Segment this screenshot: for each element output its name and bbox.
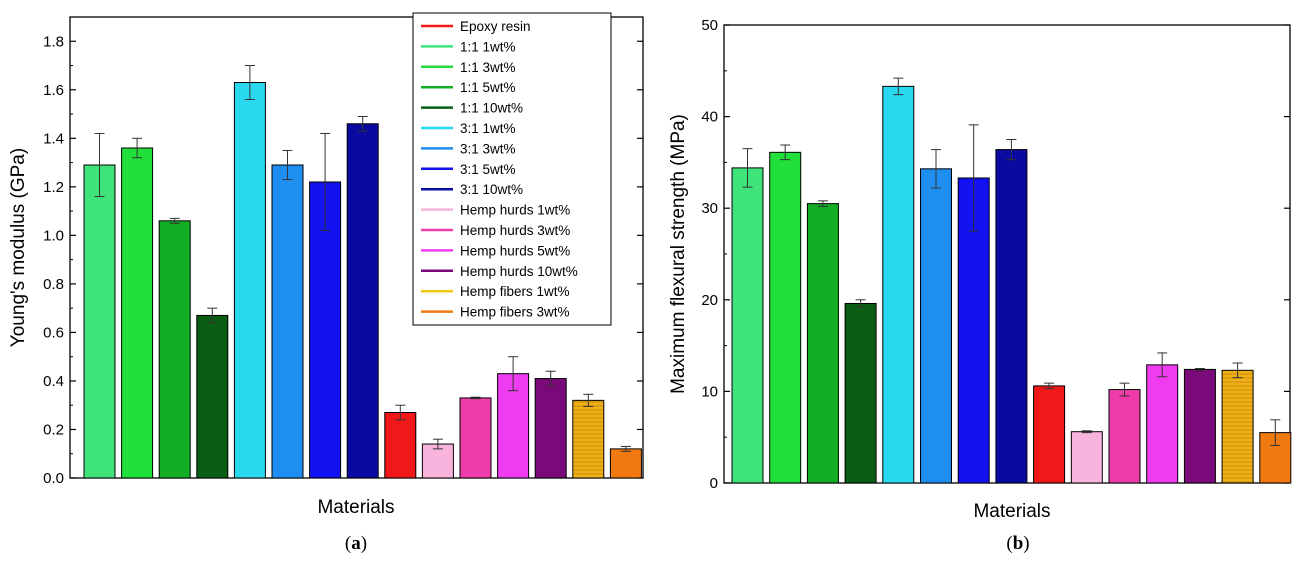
y-tick-label: 0.2 [43, 421, 64, 438]
legend-label: Hemp hurds 5wt% [460, 243, 570, 258]
legend-label: 3:1 10wt% [460, 182, 523, 197]
bar [1033, 385, 1066, 484]
legend-label: 1:1 3wt% [460, 60, 516, 75]
bar [1108, 389, 1141, 484]
panel-letter: b [1013, 533, 1024, 554]
bar [731, 167, 764, 484]
bar [346, 123, 379, 479]
y-tick-label: 0.4 [43, 373, 64, 390]
bar [769, 151, 802, 484]
y-tick-label: 0 [710, 475, 718, 492]
legend-label: Hemp hurds 3wt% [460, 223, 570, 238]
legend-label: Hemp hurds 10wt% [460, 264, 578, 279]
bar [534, 378, 567, 479]
bar [83, 164, 116, 479]
bar [609, 448, 642, 479]
bar [421, 443, 454, 479]
y-tick-label: 0.6 [43, 324, 64, 341]
bar [233, 82, 266, 479]
bar [806, 203, 839, 484]
legend-label: 1:1 10wt% [460, 101, 523, 116]
y-tick-label: 0.0 [43, 470, 64, 487]
y-tick-label: 1.4 [43, 130, 64, 147]
bar [572, 399, 605, 479]
bar [1183, 368, 1216, 484]
y-tick-label: 1.6 [43, 82, 64, 99]
legend-label: 3:1 1wt% [460, 121, 516, 136]
y-axis-label: Young's modulus (GPa) [8, 148, 29, 347]
bar [920, 168, 952, 484]
y-tick-label: 20 [701, 292, 718, 309]
bar [121, 147, 154, 479]
y-tick-label: 0.8 [43, 276, 64, 293]
bar [271, 164, 304, 479]
panel-label: (a) [345, 533, 367, 554]
y-axis-label: Maximum flexural strength (MPa) [668, 114, 689, 394]
bar [1221, 369, 1254, 484]
y-tick-label: 30 [701, 200, 718, 217]
panel-label: (b) [1006, 533, 1029, 554]
bar [459, 397, 492, 479]
legend-label: 3:1 3wt% [460, 141, 516, 156]
legend-label: Hemp hurds 1wt% [460, 203, 570, 218]
legend-label: Epoxy resin [460, 19, 531, 34]
y-tick-label: 1.2 [43, 179, 64, 196]
legend-label: 1:1 1wt% [460, 39, 516, 54]
y-tick-label: 1.8 [43, 33, 64, 50]
y-tick-label: 40 [701, 109, 718, 126]
bar [158, 220, 191, 479]
y-tick-label: 10 [701, 383, 718, 400]
y-tick-label: 50 [701, 17, 718, 34]
bar [196, 314, 229, 479]
panel-letter: a [351, 533, 361, 554]
legend-label: Hemp fibers 1wt% [460, 284, 570, 299]
legend-label: 3:1 5wt% [460, 162, 516, 177]
bar [882, 85, 915, 484]
bar [995, 149, 1028, 484]
legend-label: 1:1 5wt% [460, 80, 516, 95]
bar [1070, 431, 1103, 484]
x-axis-label: Materials [317, 497, 394, 518]
x-axis-label: Materials [973, 501, 1050, 522]
y-tick-label: 1.0 [43, 227, 64, 244]
bar [384, 411, 417, 479]
bar [844, 302, 877, 484]
legend-label: Hemp fibers 3wt% [460, 305, 570, 320]
bar [1146, 364, 1179, 484]
